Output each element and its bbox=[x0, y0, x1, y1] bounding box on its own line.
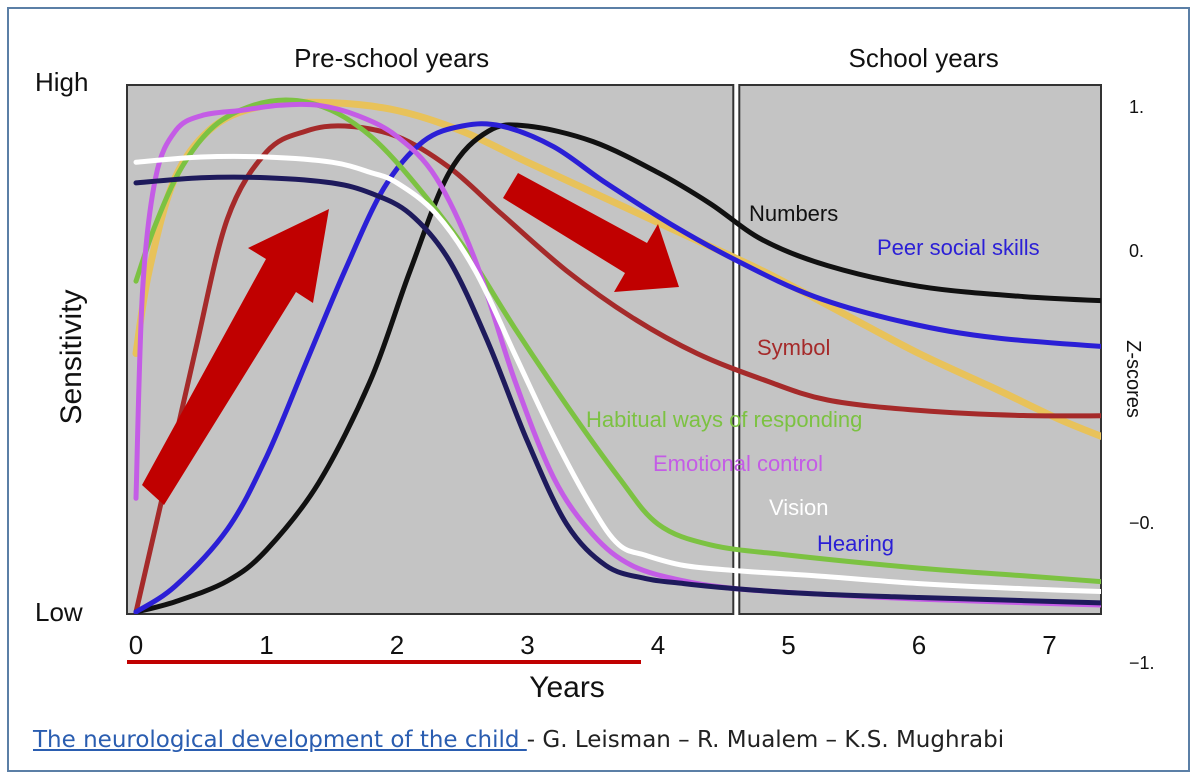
y-label-low: Low bbox=[35, 597, 83, 627]
right-tick-label: −1. bbox=[1129, 653, 1155, 673]
caption-authors: - G. Leisman – R. Mualem – K.S. Mughrabi bbox=[526, 727, 1005, 753]
x-tick-label: 5 bbox=[781, 630, 795, 660]
right-tick-label: −0. bbox=[1129, 513, 1155, 533]
y-label-high: High bbox=[35, 67, 88, 97]
annotation-hearing: Hearing bbox=[817, 531, 894, 556]
period-label-school: School years bbox=[848, 43, 998, 73]
x-tick-label: 2 bbox=[390, 630, 404, 660]
right-axis-title: Z-scores bbox=[1122, 340, 1144, 418]
x-tick-label: 6 bbox=[912, 630, 926, 660]
falling-arrow bbox=[503, 173, 679, 292]
x-tick-label: 7 bbox=[1042, 630, 1056, 660]
school-panel bbox=[738, 84, 1102, 615]
series-line-hearing bbox=[133, 174, 1101, 606]
annotation-numbers: Numbers bbox=[749, 201, 838, 226]
series-line-habitual-ways-of-responding bbox=[133, 97, 1101, 585]
falling-arrow-shape bbox=[503, 173, 679, 292]
right-tick-label: 1. bbox=[1129, 97, 1144, 117]
figure-caption: The neurological development of the chil… bbox=[33, 727, 1004, 753]
annotation-peer-social-skills: Peer social skills bbox=[877, 235, 1040, 260]
caption-link[interactable]: The neurological development of the chil… bbox=[33, 727, 527, 753]
figure-frame: Pre-school years School years High Low S… bbox=[7, 7, 1190, 772]
series-line-vision bbox=[133, 153, 1101, 595]
period-label-preschool: Pre-school years bbox=[294, 43, 489, 73]
annotation-vision: Vision bbox=[769, 495, 829, 520]
rising-arrow-shape bbox=[142, 209, 329, 505]
series-line-symbol bbox=[133, 123, 1101, 614]
series-layer bbox=[132, 97, 1101, 614]
x-tick-label: 3 bbox=[520, 630, 534, 660]
annotation-symbol: Symbol bbox=[757, 335, 830, 360]
right-axis-ticks: 1. 0. −0. −1. bbox=[1129, 97, 1155, 673]
right-tick-label: 0. bbox=[1129, 241, 1144, 261]
rising-arrow bbox=[142, 209, 329, 505]
annotation-habitual-ways-of-responding: Habitual ways of responding bbox=[586, 407, 862, 432]
x-axis-title: Years bbox=[529, 671, 605, 704]
y-axis-title: Sensitivity bbox=[55, 289, 88, 424]
x-tick-label: 0 bbox=[129, 630, 143, 660]
x-axis-ticks: 0 1 2 3 4 5 6 7 bbox=[129, 630, 1057, 660]
annotation-emotional-control: Emotional control bbox=[653, 451, 823, 476]
x-tick-label: 1 bbox=[259, 630, 273, 660]
x-tick-label: 4 bbox=[651, 630, 665, 660]
series-annotations: Numbers Peer social skills Symbol Habitual … bbox=[586, 201, 1040, 556]
series-line-peer-social-skills bbox=[133, 121, 1101, 614]
sensitivity-chart: Pre-school years School years High Low S… bbox=[35, 43, 1155, 704]
